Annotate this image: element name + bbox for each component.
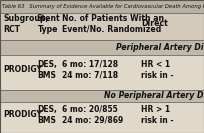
Text: Stent
Type: Stent Type <box>36 14 60 34</box>
Text: HR < 1
risk in -: HR < 1 risk in - <box>141 60 173 80</box>
Bar <box>0 40 204 55</box>
Text: Direct: Direct <box>141 19 167 28</box>
Text: DES,
BMS: DES, BMS <box>38 105 58 125</box>
Bar <box>0 13 204 40</box>
Text: No. of Patients With an
Event/No. Randomized: No. of Patients With an Event/No. Random… <box>62 14 164 34</box>
Text: Peripheral Artery Di: Peripheral Artery Di <box>116 43 203 52</box>
Text: No Peripheral Artery D: No Peripheral Artery D <box>104 92 203 101</box>
Text: PRODIGY: PRODIGY <box>3 110 42 119</box>
Text: PRODIGY: PRODIGY <box>3 65 42 74</box>
Text: 6 mo: 17/128
24 mo: 7/118: 6 mo: 17/128 24 mo: 7/118 <box>62 60 118 80</box>
Bar <box>0 0 204 13</box>
Text: Table 63   Summary of Evidence Available for Cardiovascular Death Among Patients: Table 63 Summary of Evidence Available f… <box>2 4 204 9</box>
Text: DES,
BMS: DES, BMS <box>38 60 58 80</box>
Bar <box>0 102 204 133</box>
Text: 6 mo: 20/855
24 mo: 29/869: 6 mo: 20/855 24 mo: 29/869 <box>62 105 123 125</box>
Bar <box>0 90 204 102</box>
Text: Subgroup,
RCT: Subgroup, RCT <box>3 14 49 34</box>
Bar <box>0 55 204 90</box>
Text: HR > 1
risk in -: HR > 1 risk in - <box>141 105 173 125</box>
